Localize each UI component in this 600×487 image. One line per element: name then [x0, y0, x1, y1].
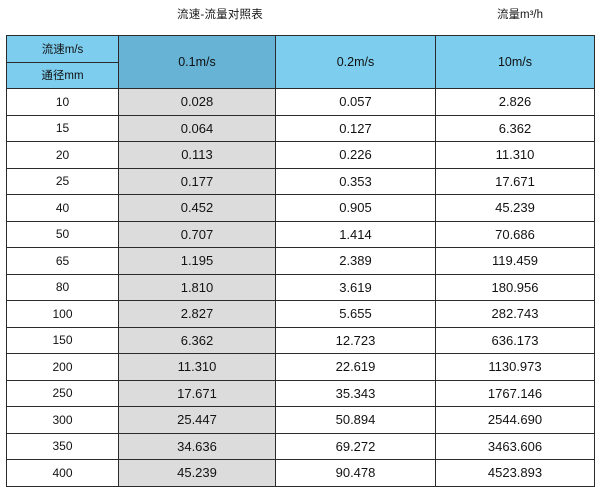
table-title: 流速-流量对照表: [177, 9, 263, 21]
cell-flow-at-0.2ms: 2.389: [275, 247, 436, 275]
corner-split: 流速m/s 通径mm: [7, 36, 118, 88]
cell-flow-at-0.2ms: 35.343: [275, 379, 436, 407]
header-velocity-0: 0.1m/s: [118, 35, 276, 89]
cell-nominal-diameter: 400: [6, 459, 119, 487]
cell-flow-at-0.1ms: 45.239: [118, 459, 276, 487]
cell-flow-at-0.1ms: 1.810: [118, 273, 276, 301]
table-row: 150 6.362 12.723 636.173: [6, 326, 595, 354]
cell-flow-at-0.1ms: 1.195: [118, 247, 276, 275]
cell-nominal-diameter: 80: [6, 273, 119, 301]
cell-nominal-diameter: 350: [6, 432, 119, 460]
cell-flow-at-0.2ms: 0.127: [275, 114, 436, 142]
cell-flow-at-0.1ms: 17.671: [118, 379, 276, 407]
cell-flow-at-10ms: 3463.606: [435, 432, 595, 460]
cell-flow-at-10ms: 282.743: [435, 300, 595, 328]
cell-flow-at-10ms: 636.173: [435, 326, 595, 354]
cell-flow-at-0.1ms: 0.064: [118, 114, 276, 142]
cell-flow-at-0.1ms: 0.707: [118, 220, 276, 248]
cell-flow-at-0.2ms: 50.894: [275, 406, 436, 434]
table-row: 10 0.028 0.057 2.826: [6, 88, 595, 116]
table-row: 100 2.827 5.655 282.743: [6, 300, 595, 328]
cell-flow-at-10ms: 45.239: [435, 194, 595, 222]
cell-flow-at-0.2ms: 69.272: [275, 432, 436, 460]
flow-unit-label: 流量m³/h: [497, 9, 543, 21]
table-row: 250 17.671 35.343 1767.146: [6, 379, 595, 407]
cell-flow-at-0.1ms: 34.636: [118, 432, 276, 460]
cell-flow-at-0.2ms: 90.478: [275, 459, 436, 487]
table-row: 80 1.810 3.619 180.956: [6, 273, 595, 301]
cell-nominal-diameter: 65: [6, 247, 119, 275]
cell-flow-at-0.1ms: 6.362: [118, 326, 276, 354]
cell-flow-at-0.2ms: 1.414: [275, 220, 436, 248]
corner-diameter-label: 通径mm: [7, 62, 118, 88]
flow-velocity-table: 流速m/s 通径mm 0.1m/s 0.2m/s 10m/s 10 0.028 0.…: [6, 35, 595, 487]
table-row: 65 1.195 2.389 119.459: [6, 247, 595, 275]
cell-flow-at-10ms: 6.362: [435, 114, 595, 142]
table-row: 25 0.177 0.353 17.671: [6, 167, 595, 195]
cell-flow-at-10ms: 119.459: [435, 247, 595, 275]
cell-flow-at-10ms: 2.826: [435, 88, 595, 116]
table-row: 40 0.452 0.905 45.239: [6, 194, 595, 222]
cell-flow-at-10ms: 2544.690: [435, 406, 595, 434]
cell-flow-at-10ms: 11.310: [435, 141, 595, 169]
table-body: 10 0.028 0.057 2.826 15 0.064 0.127 6.362 20 0.11…: [6, 88, 595, 487]
cell-nominal-diameter: 300: [6, 406, 119, 434]
cell-flow-at-0.2ms: 0.226: [275, 141, 436, 169]
header-velocity-1: 0.2m/s: [275, 35, 436, 89]
cell-flow-at-0.2ms: 0.353: [275, 167, 436, 195]
cell-flow-at-0.1ms: 11.310: [118, 353, 276, 381]
corner-velocity-label: 流速m/s: [7, 36, 118, 63]
cell-flow-at-0.2ms: 3.619: [275, 273, 436, 301]
cell-nominal-diameter: 200: [6, 353, 119, 381]
cell-flow-at-0.2ms: 0.905: [275, 194, 436, 222]
cell-nominal-diameter: 40: [6, 194, 119, 222]
header-velocity-2: 10m/s: [435, 35, 595, 89]
cell-flow-at-10ms: 180.956: [435, 273, 595, 301]
cell-flow-at-0.2ms: 22.619: [275, 353, 436, 381]
header-row: 流速m/s 通径mm 0.1m/s 0.2m/s 10m/s: [6, 35, 595, 89]
table-row: 300 25.447 50.894 2544.690: [6, 406, 595, 434]
cell-flow-at-0.1ms: 0.028: [118, 88, 276, 116]
flow-velocity-table-container: 流速m/s 通径mm 0.1m/s 0.2m/s 10m/s 10 0.028 0.…: [6, 35, 595, 487]
cell-nominal-diameter: 50: [6, 220, 119, 248]
cell-flow-at-10ms: 1130.973: [435, 353, 595, 381]
cell-flow-at-0.2ms: 0.057: [275, 88, 436, 116]
cell-nominal-diameter: 10: [6, 88, 119, 116]
cell-flow-at-0.1ms: 0.113: [118, 141, 276, 169]
cell-flow-at-10ms: 17.671: [435, 167, 595, 195]
table-row: 20 0.113 0.226 11.310: [6, 141, 595, 169]
table-header: 流速m/s 通径mm 0.1m/s 0.2m/s 10m/s: [6, 35, 595, 89]
table-row: 400 45.239 90.478 4523.893: [6, 459, 595, 487]
cell-flow-at-0.2ms: 5.655: [275, 300, 436, 328]
table-row: 50 0.707 1.414 70.686: [6, 220, 595, 248]
table-row: 350 34.636 69.272 3463.606: [6, 432, 595, 460]
cell-flow-at-10ms: 1767.146: [435, 379, 595, 407]
cell-nominal-diameter: 250: [6, 379, 119, 407]
table-row: 15 0.064 0.127 6.362: [6, 114, 595, 142]
table-row: 200 11.310 22.619 1130.973: [6, 353, 595, 381]
caption-bar: 流速-流量对照表 流量m³/h: [0, 0, 600, 30]
cell-nominal-diameter: 15: [6, 114, 119, 142]
corner-header-cell: 流速m/s 通径mm: [6, 35, 119, 89]
cell-flow-at-0.1ms: 0.452: [118, 194, 276, 222]
cell-flow-at-0.1ms: 2.827: [118, 300, 276, 328]
cell-nominal-diameter: 100: [6, 300, 119, 328]
cell-nominal-diameter: 25: [6, 167, 119, 195]
cell-nominal-diameter: 20: [6, 141, 119, 169]
cell-flow-at-0.1ms: 25.447: [118, 406, 276, 434]
cell-flow-at-10ms: 70.686: [435, 220, 595, 248]
cell-flow-at-0.2ms: 12.723: [275, 326, 436, 354]
cell-flow-at-10ms: 4523.893: [435, 459, 595, 487]
cell-nominal-diameter: 150: [6, 326, 119, 354]
cell-flow-at-0.1ms: 0.177: [118, 167, 276, 195]
